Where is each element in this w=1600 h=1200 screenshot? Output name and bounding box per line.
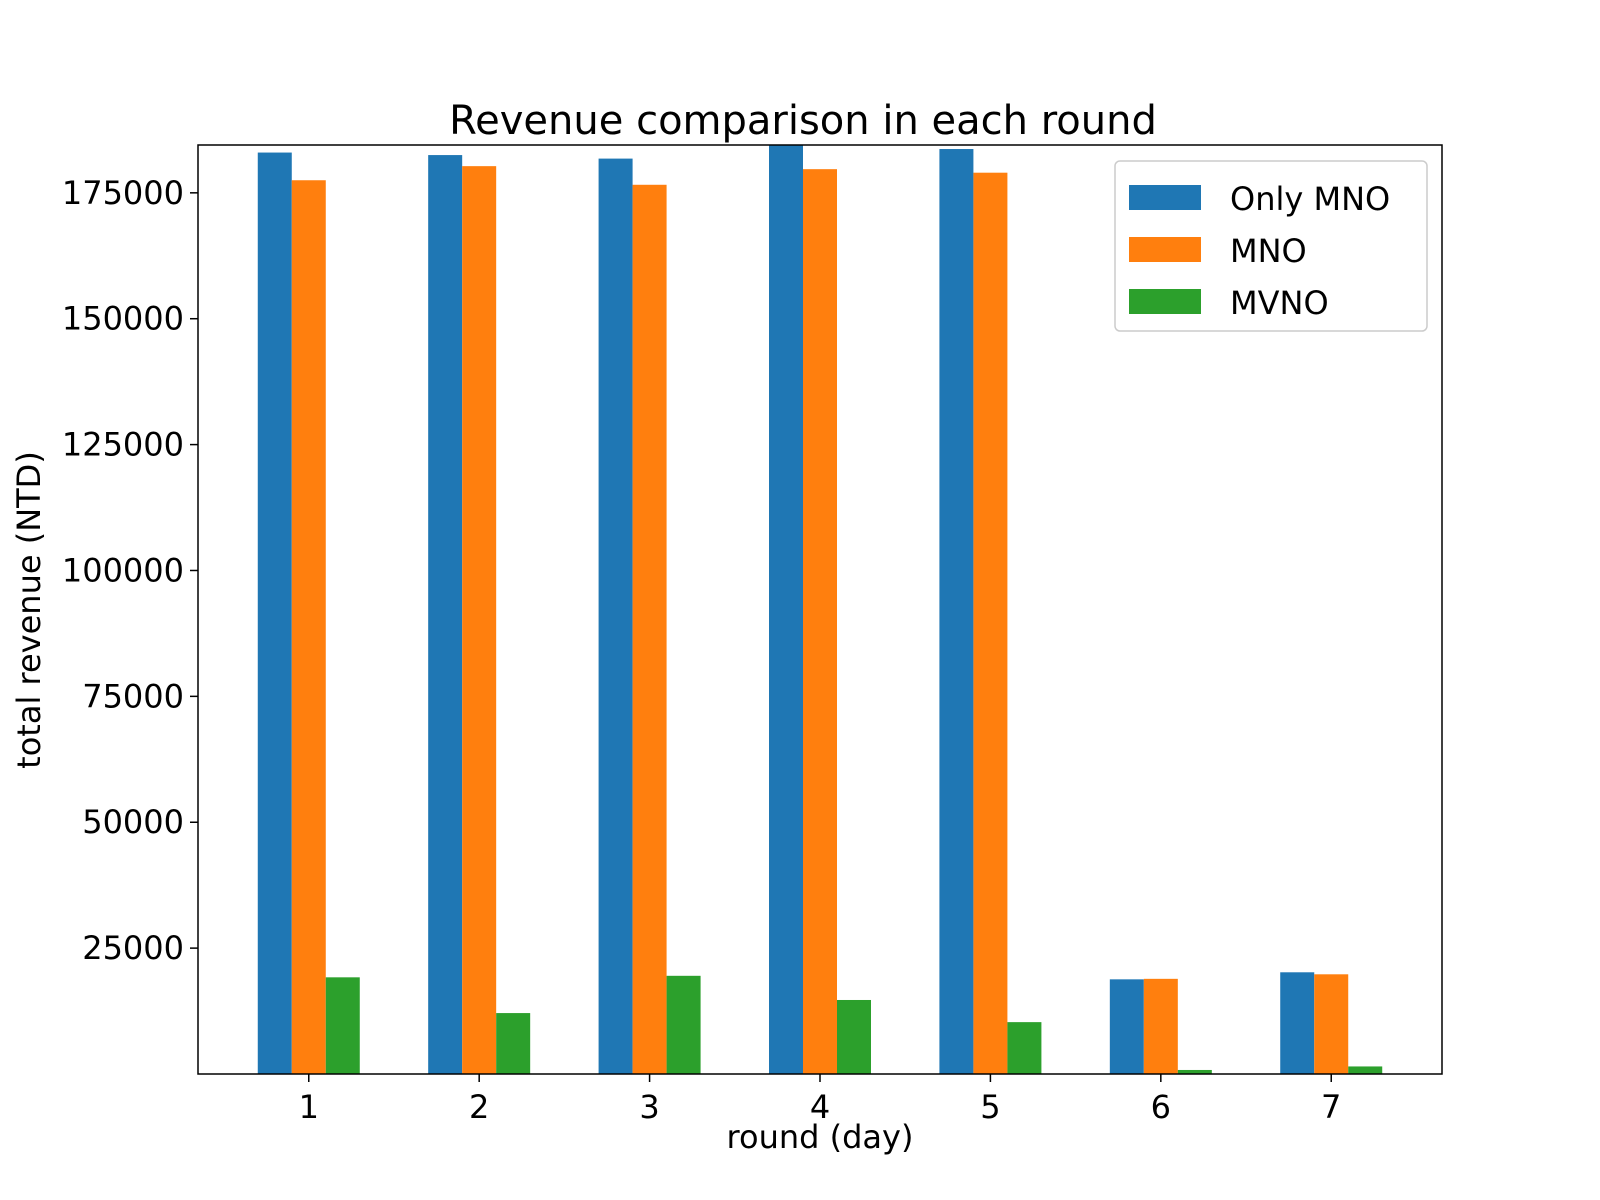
bar-only-mno-round-1 [257, 152, 292, 1074]
x-tick-label: 2 [469, 1088, 489, 1126]
plot-area [257, 145, 1383, 1075]
y-tick-label: 100000 [62, 551, 184, 589]
bar-mno-round-4 [803, 169, 837, 1074]
y-tick-label: 175000 [62, 174, 184, 212]
legend-label-only-mno: Only MNO [1230, 180, 1390, 218]
y-tick-label: 50000 [82, 803, 184, 841]
bar-mno-round-5 [973, 172, 1008, 1074]
bar-mvno-round-1 [325, 977, 360, 1074]
y-axis-label: total revenue (NTD) [10, 451, 48, 769]
y-tick-label: 125000 [62, 426, 184, 464]
legend-label-mno: MNO [1230, 232, 1307, 270]
bar-mvno-round-4 [837, 999, 871, 1074]
y-axis: 25000 50000 75000 100000 125000 150000 175000 [62, 174, 198, 967]
legend-swatch-mvno [1129, 289, 1201, 314]
bar-mno-round-3 [632, 184, 667, 1074]
x-axis: 1 2 3 4 5 6 7 [299, 1074, 1341, 1126]
bar-mvno-round-6 [1177, 1069, 1212, 1074]
bar-mno-round-2 [462, 166, 497, 1075]
x-tick-label: 1 [299, 1088, 319, 1126]
bar-mno-round-1 [291, 180, 326, 1075]
legend-swatch-mno [1129, 237, 1201, 262]
bar-mvno-round-2 [496, 1013, 531, 1074]
bar-mno-round-6 [1143, 978, 1178, 1074]
bar-mvno-round-7 [1348, 1066, 1383, 1074]
legend-swatch-only-mno [1129, 185, 1201, 210]
x-tick-label: 7 [1321, 1088, 1341, 1126]
bar-only-mno-round-7 [1280, 972, 1315, 1074]
bar-only-mno-round-3 [598, 158, 633, 1075]
chart-title: Revenue comparison in each round [449, 98, 1157, 144]
legend: Only MNO MNO MVNO [1114, 160, 1428, 332]
x-tick-label: 5 [980, 1088, 1000, 1126]
x-tick-label: 6 [1151, 1088, 1171, 1126]
bar-only-mno-round-4 [769, 145, 803, 1074]
bar-only-mno-round-2 [428, 155, 463, 1075]
bar-only-mno-round-5 [939, 149, 974, 1074]
x-axis-label: round (day) [727, 1118, 914, 1156]
y-tick-label: 25000 [82, 929, 184, 967]
y-tick-label: 75000 [82, 677, 184, 715]
x-tick-label: 4 [810, 1088, 830, 1126]
bar-mno-round-7 [1314, 974, 1349, 1074]
y-tick-label: 150000 [62, 300, 184, 338]
bar-mvno-round-5 [1007, 1022, 1042, 1074]
bar-only-mno-round-6 [1109, 979, 1144, 1074]
legend-label-mvno: MVNO [1230, 284, 1329, 322]
bar-mvno-round-3 [666, 975, 701, 1074]
x-tick-label: 3 [639, 1088, 659, 1126]
